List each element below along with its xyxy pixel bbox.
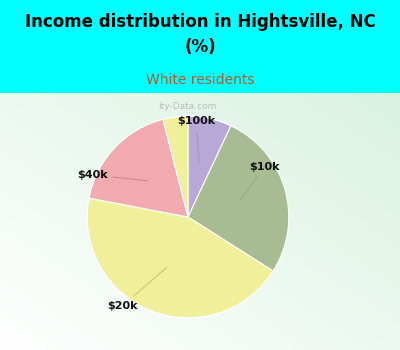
Text: $100k: $100k: [177, 116, 215, 163]
Text: ity-Data.com: ity-Data.com: [158, 102, 216, 111]
Text: $40k: $40k: [77, 170, 147, 181]
Text: White residents: White residents: [146, 74, 254, 88]
Text: $10k: $10k: [240, 162, 280, 200]
Text: $20k: $20k: [107, 267, 167, 311]
Wedge shape: [89, 119, 188, 217]
Wedge shape: [87, 198, 273, 318]
Wedge shape: [188, 116, 231, 217]
Wedge shape: [163, 116, 188, 217]
Text: Income distribution in Hightsville, NC: Income distribution in Hightsville, NC: [25, 13, 375, 30]
Text: (%): (%): [184, 38, 216, 56]
Wedge shape: [188, 126, 289, 271]
